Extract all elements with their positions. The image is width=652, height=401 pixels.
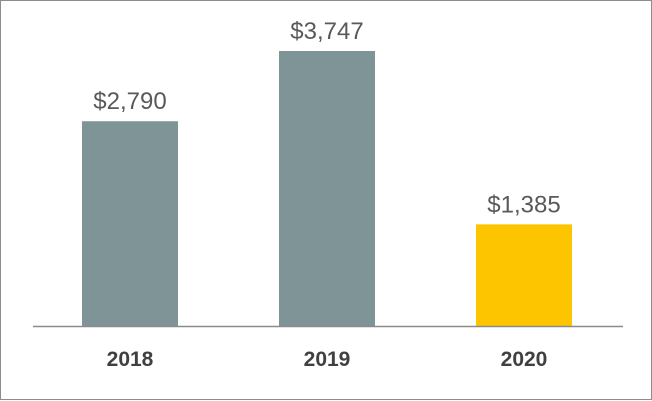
data-label-2018: $2,790	[93, 88, 166, 115]
bar-2020	[476, 224, 572, 326]
bar-2018	[82, 121, 178, 326]
bar-2019	[279, 51, 375, 326]
x-tick-label-2019: 2019	[304, 348, 351, 371]
data-label-2020: $1,385	[487, 191, 560, 218]
data-label-2019: $3,747	[290, 18, 363, 45]
x-tick-label-2020: 2020	[501, 348, 548, 371]
x-tick-label-2018: 2018	[107, 348, 154, 371]
